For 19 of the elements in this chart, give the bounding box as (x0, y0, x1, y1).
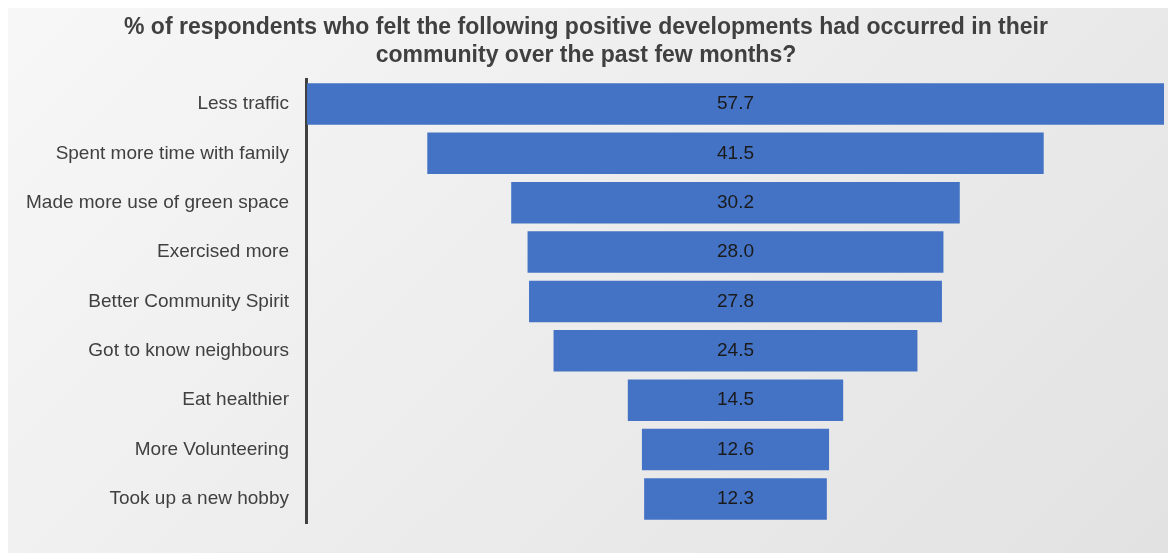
data-label: 14.5 (717, 388, 754, 410)
category-label: Took up a new hobby (109, 487, 290, 509)
data-label: 41.5 (717, 141, 754, 163)
category-label: Made more use of green space (25, 190, 289, 212)
category-label: Got to know neighbours (88, 339, 289, 361)
data-label: 27.8 (717, 289, 754, 311)
category-label: Better Community Spirit (88, 289, 290, 311)
data-label: 24.5 (717, 339, 754, 361)
category-label: Eat healthier (182, 388, 290, 410)
category-label: Spent more time with family (55, 141, 290, 163)
data-label: 12.3 (717, 487, 754, 509)
data-label: 28.0 (717, 240, 754, 262)
category-label: More Volunteering (134, 437, 289, 459)
category-label: Exercised more (156, 240, 289, 262)
text: % of respondents who felt the following positive developments had occurred in their community over the past few months? (124, 13, 1049, 67)
data-label: 12.6 (717, 437, 754, 459)
category-label: Less traffic (197, 92, 289, 114)
data-label: 57.7 (717, 92, 754, 114)
data-label: 30.2 (717, 190, 754, 212)
